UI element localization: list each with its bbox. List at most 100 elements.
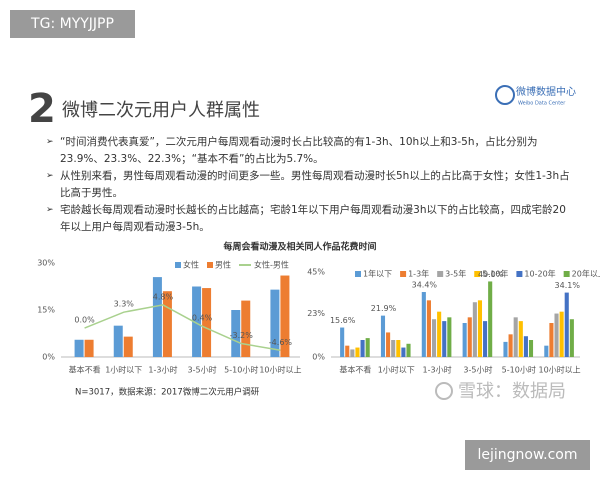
x-tick-label: 1-3小时: [148, 365, 177, 375]
y-tick-label: 15%: [37, 306, 55, 315]
y-tick-label: 0%: [312, 353, 325, 362]
legend-label: 女性: [183, 260, 199, 270]
x-tick-label: 10小时以上: [538, 365, 580, 375]
tag: TG: MYYJJPP: [10, 10, 135, 38]
bar: [123, 336, 133, 357]
data-label: 0.4%: [192, 314, 213, 323]
data-label: 34.4%: [412, 281, 438, 290]
data-label: -3.2%: [230, 331, 254, 340]
site-label: lejingnow.com: [465, 440, 590, 470]
data-label: -4.6%: [269, 338, 293, 347]
legend-swatch: [207, 262, 213, 268]
legend-label: 男性: [215, 260, 231, 270]
data-label: 15.6%: [330, 316, 356, 325]
logo: 微博数据中心 Weibo Data Center: [495, 85, 576, 107]
bar: [350, 349, 355, 357]
watermark: 雪球：数据局: [458, 381, 566, 402]
legend-label: 10-20年: [524, 269, 555, 279]
x-tick-label: 基本不看: [339, 365, 371, 375]
legend-label: 20年以上: [572, 269, 600, 279]
x-tick-label: 5-10小时: [224, 365, 258, 375]
bar: [241, 300, 251, 357]
bar: [442, 321, 447, 357]
bar: [503, 341, 508, 357]
x-tick-label: 基本不看: [69, 365, 101, 375]
y-tick-label: 30%: [37, 259, 55, 268]
bar: [113, 325, 123, 357]
charts-title: 每周会看动漫及相关同人作品花费时间: [223, 241, 376, 253]
legend-swatch: [474, 271, 481, 277]
bar: [231, 310, 241, 357]
y-tick-label: 0%: [42, 353, 55, 362]
bar: [280, 275, 290, 357]
bullet: “时间消费代表真爱”，二次元用户每周观看动漫时长占比较高的有1-3h、10h以上…: [46, 134, 576, 168]
bar: [462, 323, 467, 357]
bar: [467, 317, 472, 357]
bar: [513, 317, 518, 357]
bar: [528, 340, 534, 357]
bar: [380, 315, 386, 357]
x-tick-label: 1-3小时: [423, 365, 452, 375]
data-label: 21.9%: [371, 304, 397, 313]
bar: [559, 311, 564, 357]
data-label: 4.8%: [153, 292, 174, 301]
legend-label: 3-5年: [445, 269, 466, 279]
section-number: 2: [28, 86, 56, 132]
legend-label: 1年以下: [363, 269, 392, 279]
bullet: 宅龄越长每周观看动漫时长越长的占比越高；宅龄1年以下用户每周观看动漫3h以下的占…: [46, 202, 576, 236]
footnote: N=3017，数据来源：2017微博二次元用户调研: [75, 387, 260, 398]
logo-subtitle: Weibo Data Center: [518, 101, 566, 107]
bar: [202, 288, 212, 357]
bar: [421, 292, 426, 357]
line: [84, 304, 281, 351]
bar: [523, 336, 528, 357]
legend-swatch: [563, 271, 570, 277]
bar: [437, 311, 442, 357]
bar: [447, 317, 452, 357]
legend-swatch: [437, 271, 444, 277]
bar: [270, 289, 280, 357]
bar: [345, 345, 350, 357]
bar: [549, 323, 554, 357]
bar: [406, 343, 411, 357]
bar: [360, 340, 365, 357]
bar: [355, 347, 360, 357]
bar: [192, 286, 202, 357]
bar: [152, 277, 162, 357]
bar: [569, 319, 574, 357]
watermark-icon: [435, 382, 453, 400]
data-label: 34.1%: [555, 281, 581, 290]
bar: [401, 347, 406, 357]
y-tick-label: 23%: [307, 309, 325, 318]
bar: [477, 300, 483, 357]
data-label: 3.3%: [114, 300, 135, 309]
x-tick-label: 3-5小时: [463, 365, 492, 375]
bar: [340, 327, 345, 357]
y-tick-label: 45%: [307, 268, 325, 277]
x-tick-label: 1小时以下: [105, 365, 142, 375]
bar: [84, 339, 94, 357]
bar: [386, 332, 391, 357]
bar: [554, 313, 559, 357]
data-label: 0.0%: [74, 316, 95, 325]
bullet-list: “时间消费代表真爱”，二次元用户每周观看动漫时长占比较高的有1-3h、10h以上…: [46, 134, 576, 236]
x-tick-label: 3-5小时: [188, 365, 217, 375]
bullet: 从性别来看，男性每周观看动漫的时间更多一些。男性每周观看动漫时长5h以上的占比高…: [46, 168, 576, 202]
x-tick-label: 10小时以上: [259, 365, 301, 375]
bar: [391, 340, 396, 357]
bar: [508, 334, 513, 357]
x-tick-label: 1小时以下: [378, 365, 415, 375]
bar: [483, 321, 488, 357]
bar: [74, 339, 84, 357]
bar: [472, 302, 477, 357]
slide-title: 微博二次元用户人群属性: [62, 100, 260, 121]
data-label: 40.0%: [478, 270, 504, 279]
legend-swatch: [355, 271, 361, 277]
logo-name: 微博数据中心: [516, 85, 576, 98]
bar: [518, 321, 523, 357]
logo-icon: [495, 85, 515, 105]
legend-label: 女性-男性: [254, 260, 289, 270]
bar: [431, 319, 437, 357]
bar: [488, 281, 493, 357]
